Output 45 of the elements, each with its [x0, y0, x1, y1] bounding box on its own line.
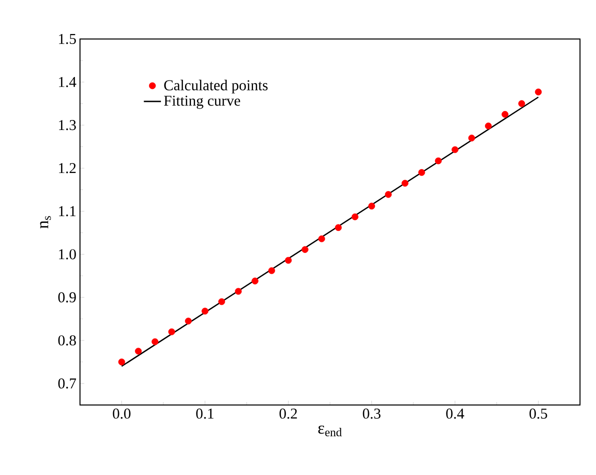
legend-label: Fitting curve — [164, 96, 240, 109]
x-tick-label: 0.3 — [362, 408, 380, 419]
y-tick-label: 1.1 — [59, 206, 76, 216]
x-tick-label: 0.5 — [530, 408, 548, 419]
point — [402, 180, 408, 187]
point — [202, 308, 208, 315]
point — [334, 224, 342, 231]
point — [252, 278, 258, 284]
x-tick-label: 0.4 — [446, 408, 464, 419]
point — [184, 318, 192, 324]
point — [518, 100, 526, 107]
point — [218, 298, 226, 306]
point — [152, 338, 158, 346]
point — [352, 213, 358, 220]
point — [134, 348, 142, 355]
y-tick-label: 1.3 — [59, 120, 76, 130]
point — [534, 88, 542, 96]
x-tick-label: 0.0 — [112, 408, 130, 419]
legend-label: Calculated points — [164, 80, 268, 94]
point — [484, 122, 492, 130]
point — [418, 169, 426, 176]
y-tick-label: 1.2 — [59, 163, 76, 174]
point — [452, 146, 458, 154]
y-tick-label: 0.9 — [58, 292, 76, 302]
point — [368, 202, 376, 210]
point — [268, 267, 276, 274]
y-tick-label: 0.7 — [58, 378, 76, 389]
y-tick-label: 0.8 — [58, 335, 76, 346]
point — [384, 191, 392, 198]
point — [284, 256, 292, 264]
y-tick-label: 1.5 — [59, 34, 76, 44]
point — [118, 358, 126, 366]
y-tick-label: 1.0 — [59, 249, 76, 260]
point — [434, 157, 442, 164]
point — [468, 134, 476, 142]
point — [318, 235, 326, 242]
point — [302, 246, 308, 253]
y-tick-label: 1.4 — [59, 77, 76, 88]
x-axis-title: ε$_{end}$ — [318, 426, 342, 436]
y-axis-title: n$_{s}$ — [40, 216, 51, 228]
point — [168, 328, 176, 336]
point — [234, 288, 242, 295]
point — [502, 110, 508, 118]
x-tick-label: 0.1 — [196, 408, 214, 419]
x-tick-label: 0.2 — [280, 408, 297, 419]
